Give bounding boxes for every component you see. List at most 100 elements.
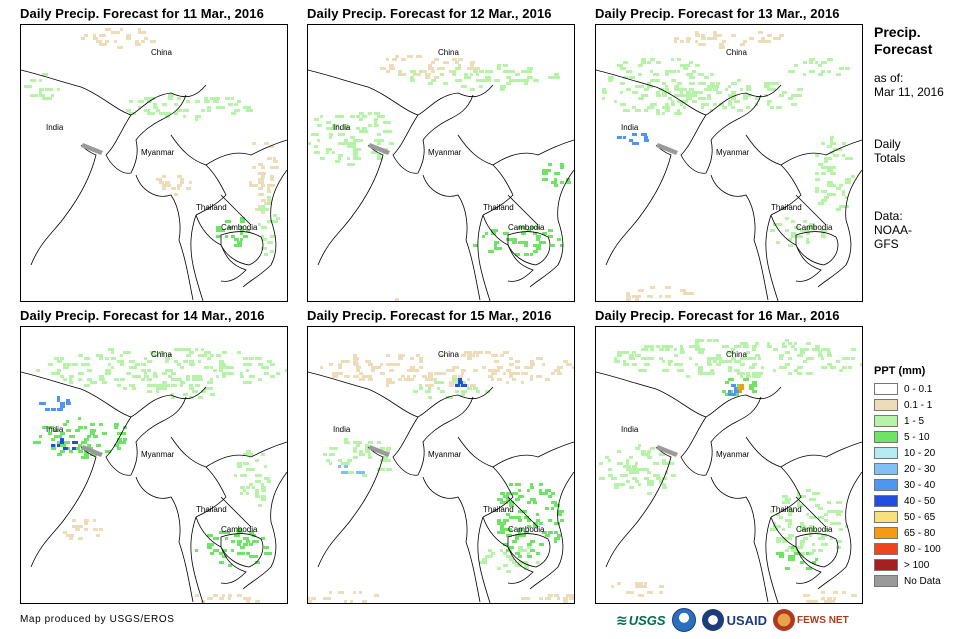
precip-cell [788, 357, 792, 360]
legend-item: 50 - 65 [874, 509, 964, 525]
precip-cell [635, 462, 638, 465]
precip-cell [213, 97, 217, 100]
precip-cell [665, 73, 669, 76]
legend-label: No Data [904, 575, 941, 587]
precip-cell [27, 85, 32, 88]
precip-cell [246, 597, 251, 600]
country-border [492, 139, 574, 166]
precip-cell [782, 540, 787, 543]
precip-cell [207, 381, 213, 384]
precip-cell [84, 522, 88, 525]
precip-cell [473, 387, 478, 390]
precip-cell [695, 91, 700, 94]
precip-cell [635, 91, 638, 94]
precip-cell [437, 67, 441, 70]
precip-cell [821, 232, 825, 235]
country-border [770, 214, 822, 282]
precip-cell [189, 396, 193, 399]
precip-cell [761, 366, 764, 369]
country-border [195, 516, 247, 584]
precip-cell [782, 91, 787, 94]
precip-cell [171, 393, 174, 396]
precip-cell [195, 118, 198, 121]
legend-swatch [874, 383, 898, 395]
precip-cell [695, 64, 700, 67]
fews-globe-icon [773, 609, 796, 631]
precip-cell [216, 106, 220, 109]
precip-cell [380, 468, 385, 471]
precip-cell [551, 501, 557, 504]
precip-cell [638, 64, 642, 67]
precip-cell [416, 55, 421, 58]
precip-cell [120, 28, 123, 31]
precip-cell [644, 139, 649, 142]
precip-cell [551, 492, 555, 495]
precip-cell [90, 381, 93, 384]
legend-title: PPT (mm) [874, 365, 926, 377]
precip-cell [842, 591, 846, 594]
precip-cell [659, 480, 662, 483]
precip-cell [225, 372, 230, 375]
precip-cell [827, 181, 833, 184]
precip-cell [332, 124, 335, 127]
precip-cell [353, 441, 357, 444]
precip-cell [204, 351, 209, 354]
precip-cell [782, 342, 785, 345]
precip-cell [33, 441, 38, 444]
precip-cell [165, 369, 169, 372]
precip-cell [794, 64, 798, 67]
precip-cell [407, 375, 410, 378]
precip-cell [219, 531, 223, 534]
precip-cell [656, 112, 660, 115]
precip-cell [240, 474, 245, 477]
precip-cell [356, 444, 360, 447]
precip-cell [506, 498, 510, 501]
precip-cell [830, 139, 833, 142]
precip-cell [509, 375, 513, 378]
precip-cell [560, 163, 564, 166]
precip-cell [806, 238, 809, 241]
precip-cell [710, 109, 713, 112]
place-label-india: India [46, 425, 64, 434]
precip-cell [500, 501, 504, 504]
agency-logos: ≋ USGS USAID FEWS NET [616, 606, 855, 634]
precip-cell [452, 375, 457, 378]
precip-cell [608, 459, 611, 462]
precip-cell [530, 540, 535, 543]
precip-cell [692, 345, 696, 348]
precip-cell [647, 456, 652, 459]
precip-cell [237, 543, 241, 546]
precip-cell [458, 375, 463, 378]
precip-cell [177, 363, 181, 366]
precip-cell [860, 363, 862, 366]
precip-cell [234, 474, 237, 477]
precip-cell [57, 399, 60, 402]
usgs-logo-text: USGS [628, 612, 666, 628]
precip-cell [635, 447, 640, 450]
precip-cell [431, 79, 436, 82]
precip-cell [746, 94, 751, 97]
precip-cell [797, 495, 802, 498]
legend-label: 40 - 50 [904, 495, 936, 507]
precip-cell [608, 79, 613, 82]
precip-cell [788, 558, 792, 561]
precip-cell [368, 441, 373, 444]
precip-cell [219, 552, 223, 555]
precip-cell [240, 552, 245, 555]
precip-cell [377, 142, 381, 145]
precip-cell [57, 88, 60, 91]
precip-cell [201, 354, 207, 357]
precip-cell [707, 97, 711, 100]
precip-cell [57, 453, 62, 456]
precip-cell [93, 34, 96, 37]
precip-cell [353, 157, 358, 160]
precip-cell [186, 100, 190, 103]
precip-cell [249, 363, 252, 366]
precip-cell [353, 154, 357, 157]
precip-cell [338, 459, 342, 462]
precip-cell [488, 250, 494, 253]
precip-cell [776, 37, 781, 40]
precip-cell [806, 600, 811, 603]
precip-cell [722, 106, 727, 109]
precip-cell [755, 372, 758, 375]
